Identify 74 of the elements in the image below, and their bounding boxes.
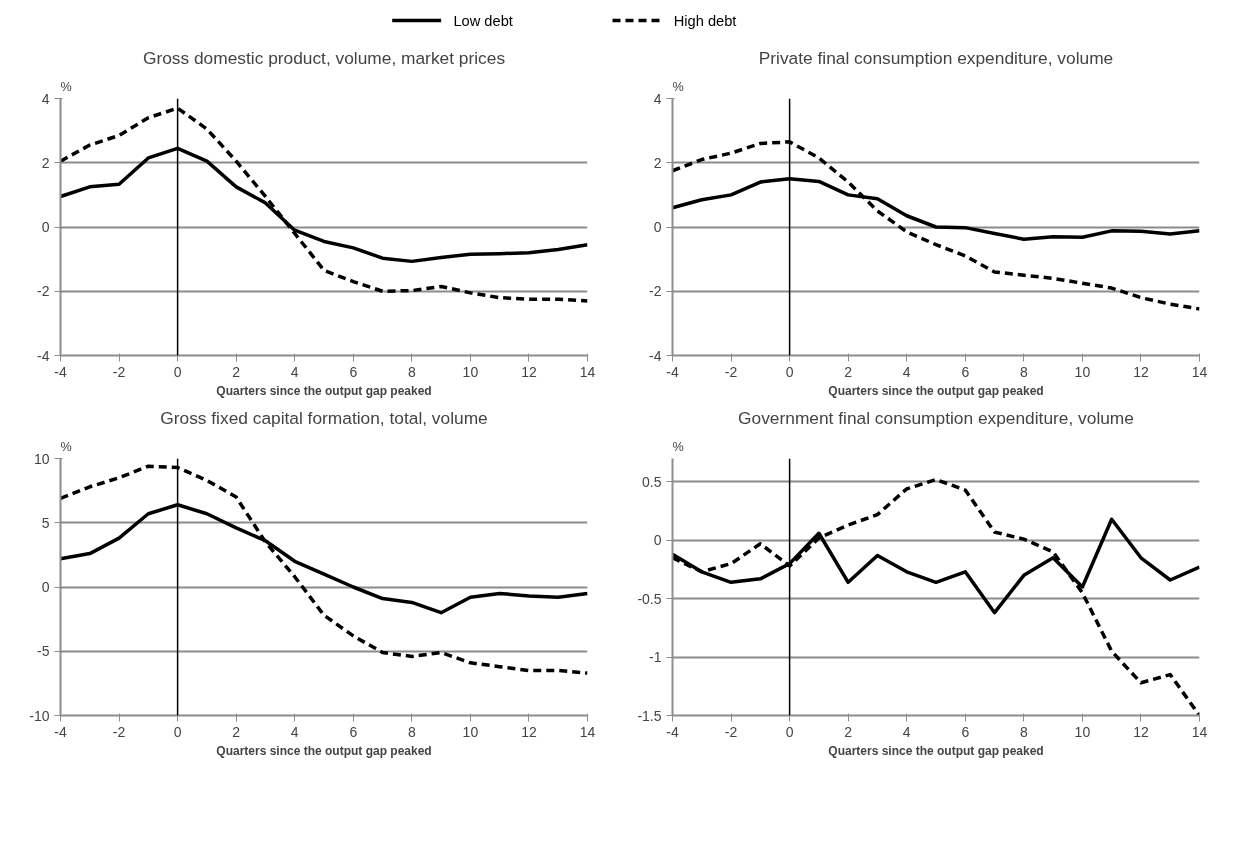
- x-tick-label: 0: [173, 723, 182, 740]
- x-tick-label: 12: [521, 723, 537, 740]
- x-tick-label: -2: [724, 723, 738, 740]
- x-tick-label: 12: [1133, 363, 1149, 380]
- y-tick-label: -10: [29, 707, 50, 724]
- y-axis-title: %: [672, 79, 684, 94]
- x-tick-label: 2: [844, 363, 853, 380]
- x-tick-label: 6: [349, 723, 358, 740]
- x-tick-label: 2: [232, 723, 241, 740]
- x-tick-label: 12: [1133, 723, 1149, 740]
- x-tick-label: -4: [54, 723, 67, 740]
- y-tick-label: -1.5: [637, 707, 662, 724]
- y-tick-label: 2: [653, 154, 662, 171]
- y-tick-label: 5: [41, 514, 50, 531]
- chart-title: Private final consumption expenditure, volume: [758, 47, 1114, 68]
- y-axis-title: %: [672, 439, 684, 454]
- x-axis-title: Quarters since the output gap peaked: [828, 383, 1044, 398]
- y-tick-label: 4: [653, 90, 662, 107]
- y-tick-label: -2: [649, 283, 662, 300]
- x-tick-label: -2: [112, 363, 126, 380]
- x-tick-label: 8: [407, 363, 416, 380]
- x-tick-label: -2: [112, 723, 126, 740]
- x-tick-label: 6: [961, 723, 970, 740]
- y-tick-label: -4: [649, 347, 662, 364]
- x-tick-label: -4: [666, 363, 679, 380]
- x-tick-label: 8: [1019, 363, 1028, 380]
- x-tick-label: -2: [724, 363, 738, 380]
- y-tick-label: 0.5: [642, 473, 662, 490]
- x-tick-label: 8: [407, 723, 416, 740]
- x-tick-label: 10: [462, 723, 479, 740]
- y-axis-title: %: [60, 79, 72, 94]
- y-axis-title: %: [60, 439, 72, 454]
- x-tick-label: 0: [173, 363, 182, 380]
- y-tick-label: -5: [37, 643, 50, 660]
- x-axis-title: Quarters since the output gap peaked: [828, 743, 1044, 758]
- legend-label: High debt: [673, 12, 737, 29]
- chart-title: Gross domestic product, volume, market prices: [142, 47, 506, 68]
- x-tick-label: 12: [521, 363, 537, 380]
- x-tick-label: 10: [1074, 363, 1091, 380]
- x-tick-label: 8: [1019, 723, 1028, 740]
- x-tick-label: 2: [232, 363, 241, 380]
- y-tick-label: 0: [41, 219, 50, 235]
- x-tick-label: 4: [290, 363, 299, 380]
- x-tick-label: 6: [961, 363, 970, 380]
- x-axis-title: Quarters since the output gap peaked: [216, 743, 432, 758]
- x-tick-label: 14: [1191, 363, 1208, 380]
- chart-title: Government final consumption expenditure, volume: [738, 407, 1134, 428]
- y-tick-label: 4: [41, 90, 50, 107]
- x-tick-label: 0: [785, 363, 794, 380]
- x-tick-label: 14: [579, 723, 596, 740]
- x-tick-label: 4: [290, 723, 299, 740]
- y-tick-label: -2: [37, 283, 50, 300]
- x-tick-label: -4: [54, 363, 67, 380]
- x-tick-label: 14: [1191, 723, 1208, 740]
- y-tick-label: -0.5: [637, 590, 662, 607]
- y-tick-label: 0: [653, 532, 662, 549]
- y-tick-label: 0: [653, 219, 662, 235]
- x-tick-label: 2: [844, 723, 853, 740]
- y-tick-label: 2: [41, 154, 50, 171]
- legend-label: Low debt: [453, 12, 513, 29]
- x-tick-label: 6: [349, 363, 358, 380]
- y-tick-label: 0: [41, 579, 50, 595]
- y-tick-label: -1: [649, 649, 662, 666]
- y-tick-label: -4: [37, 347, 50, 364]
- x-tick-label: 4: [902, 723, 911, 740]
- y-tick-label: 10: [33, 450, 50, 467]
- x-tick-label: 4: [902, 363, 911, 380]
- x-axis-title: Quarters since the output gap peaked: [216, 383, 432, 398]
- x-tick-label: -4: [666, 723, 679, 740]
- x-tick-label: 0: [785, 723, 794, 740]
- x-tick-label: 14: [579, 363, 596, 380]
- x-tick-label: 10: [462, 363, 479, 380]
- x-tick-label: 10: [1074, 723, 1091, 740]
- chart-title: Gross fixed capital formation, total, volume: [160, 407, 488, 428]
